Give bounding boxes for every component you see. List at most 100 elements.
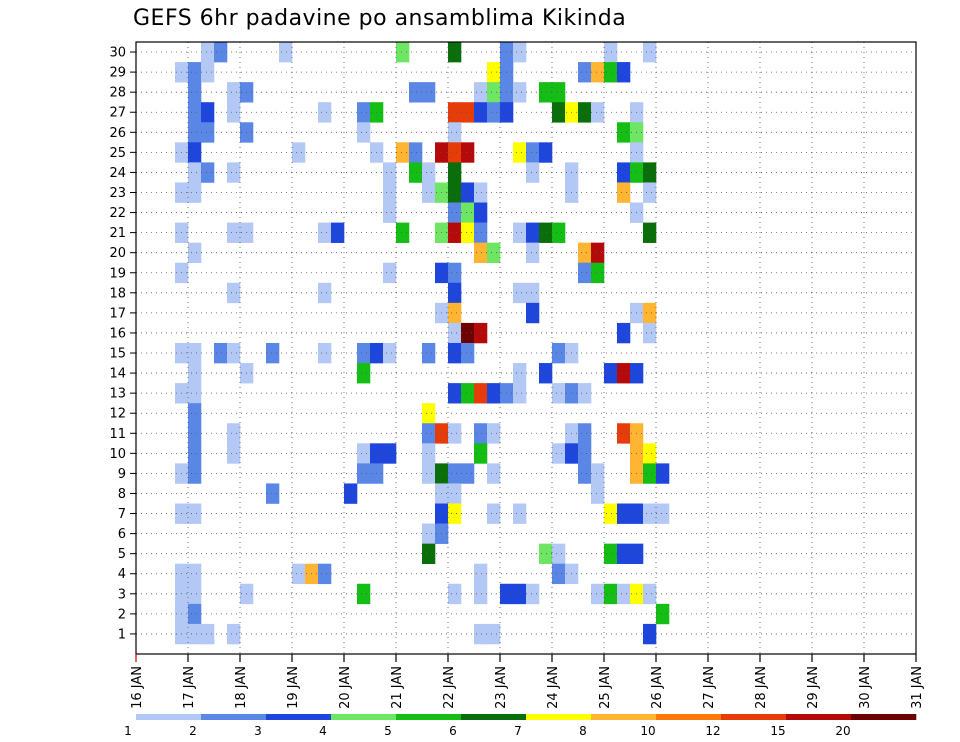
y-tick-label: 18 bbox=[109, 286, 126, 301]
heatmap-cell bbox=[448, 583, 462, 605]
heatmap-cell bbox=[448, 463, 462, 484]
heatmap-cell bbox=[201, 42, 215, 63]
heatmap-cell bbox=[448, 102, 462, 123]
heatmap-cell bbox=[643, 42, 657, 63]
heatmap-cell bbox=[539, 82, 553, 103]
heatmap-cell bbox=[487, 102, 501, 123]
heatmap-cell bbox=[552, 543, 566, 565]
heatmap-cell bbox=[357, 342, 371, 364]
heatmap-cell bbox=[643, 302, 657, 324]
y-tick-label: 25 bbox=[109, 146, 126, 161]
heatmap-cell bbox=[643, 222, 657, 243]
x-tick-label: 22 JAN bbox=[442, 666, 457, 709]
heatmap-cell bbox=[396, 142, 410, 163]
heatmap-cell bbox=[526, 282, 540, 304]
y-tick-label: 8 bbox=[118, 487, 126, 502]
y-tick-label: 14 bbox=[109, 367, 126, 382]
heatmap-cell bbox=[188, 583, 202, 605]
legend-label: 15 bbox=[770, 724, 785, 738]
heatmap-cell bbox=[266, 342, 280, 364]
heatmap-cell bbox=[461, 463, 475, 484]
heatmap-cell bbox=[539, 543, 553, 565]
legend-swatch bbox=[526, 714, 592, 720]
legend-swatch bbox=[396, 714, 462, 720]
heatmap-cell bbox=[227, 623, 241, 645]
heatmap-cell bbox=[448, 503, 462, 524]
heatmap-cell bbox=[474, 182, 488, 203]
heatmap-cell bbox=[578, 443, 592, 464]
heatmap-cell bbox=[201, 162, 215, 183]
heatmap-cell bbox=[526, 222, 540, 243]
heatmap-cell bbox=[604, 42, 618, 63]
heatmap-cell bbox=[474, 202, 488, 223]
heatmap-cell bbox=[357, 122, 371, 143]
heatmap-cell bbox=[513, 82, 527, 103]
legend-label: 12 bbox=[705, 724, 720, 738]
y-tick-label: 30 bbox=[109, 46, 126, 61]
heatmap-cell bbox=[448, 222, 462, 243]
heatmap-cell bbox=[617, 503, 631, 524]
heatmap-cell bbox=[552, 443, 566, 464]
heatmap-cell bbox=[656, 603, 670, 625]
heatmap-cell bbox=[422, 443, 436, 464]
x-tick-label: 28 JAN bbox=[754, 666, 769, 709]
heatmap-cell bbox=[188, 242, 202, 264]
legend-swatch bbox=[461, 714, 527, 720]
x-tick-label: 17 JAN bbox=[182, 666, 197, 709]
heatmap-cell bbox=[201, 623, 215, 645]
heatmap-cell bbox=[188, 182, 202, 203]
heatmap-cell bbox=[422, 182, 436, 203]
heatmap-cell bbox=[422, 543, 436, 565]
heatmap-cell bbox=[552, 383, 566, 404]
heatmap-cell bbox=[422, 463, 436, 484]
heatmap-cell bbox=[227, 423, 241, 444]
heatmap-cell bbox=[188, 102, 202, 123]
y-tick-label: 13 bbox=[109, 387, 126, 402]
legend-label: 4 bbox=[319, 724, 327, 738]
chart-title: GEFS 6hr padavine po ansamblima Kikinda bbox=[133, 6, 627, 31]
heatmap-cell bbox=[513, 282, 527, 304]
heatmap-cell bbox=[357, 463, 371, 484]
heatmap-cell bbox=[474, 383, 488, 404]
x-tick-label: 19 JAN bbox=[286, 666, 301, 709]
x-tick-label: 26 JAN bbox=[650, 666, 665, 709]
y-tick-label: 6 bbox=[118, 527, 126, 542]
heatmap-cell bbox=[487, 503, 501, 524]
heatmap-cell bbox=[643, 623, 657, 645]
heatmap-cell bbox=[591, 62, 605, 83]
heatmap-cell bbox=[448, 322, 462, 344]
heatmap-cell bbox=[383, 262, 397, 284]
heatmap-cell bbox=[643, 583, 657, 605]
heatmap-cell bbox=[513, 503, 527, 524]
heatmap-cell bbox=[552, 563, 566, 585]
heatmap-cell bbox=[578, 463, 592, 484]
heatmap-cell bbox=[617, 182, 631, 203]
heatmap-cell bbox=[474, 563, 488, 585]
heatmap-cell bbox=[188, 142, 202, 163]
heatmap-cell bbox=[461, 182, 475, 203]
legend-label: 1 bbox=[124, 724, 132, 738]
heatmap-cell bbox=[318, 282, 332, 304]
y-tick-label: 27 bbox=[109, 106, 126, 121]
heatmap-cell bbox=[318, 563, 332, 585]
heatmap-cell bbox=[578, 242, 592, 264]
heatmap-cell bbox=[227, 443, 241, 464]
heatmap-cell bbox=[383, 443, 397, 464]
heatmap-cell bbox=[578, 383, 592, 404]
legend-label: 6 bbox=[449, 724, 457, 738]
x-tick-label: 25 JAN bbox=[598, 666, 613, 709]
heatmap-cell bbox=[448, 302, 462, 324]
heatmap-cell bbox=[552, 222, 566, 243]
heatmap-cell bbox=[591, 483, 605, 504]
y-tick-label: 5 bbox=[118, 547, 126, 562]
legend-label: 2 bbox=[189, 724, 197, 738]
heatmap-cell bbox=[643, 443, 657, 464]
heatmap-cell bbox=[526, 162, 540, 183]
heatmap-cell bbox=[318, 102, 332, 123]
y-tick-label: 17 bbox=[109, 306, 126, 321]
heatmap-cell bbox=[448, 262, 462, 284]
heatmap-cell bbox=[617, 423, 631, 444]
heatmap-cell bbox=[461, 222, 475, 243]
heatmap-cell bbox=[409, 142, 423, 163]
heatmap-cell bbox=[461, 202, 475, 223]
